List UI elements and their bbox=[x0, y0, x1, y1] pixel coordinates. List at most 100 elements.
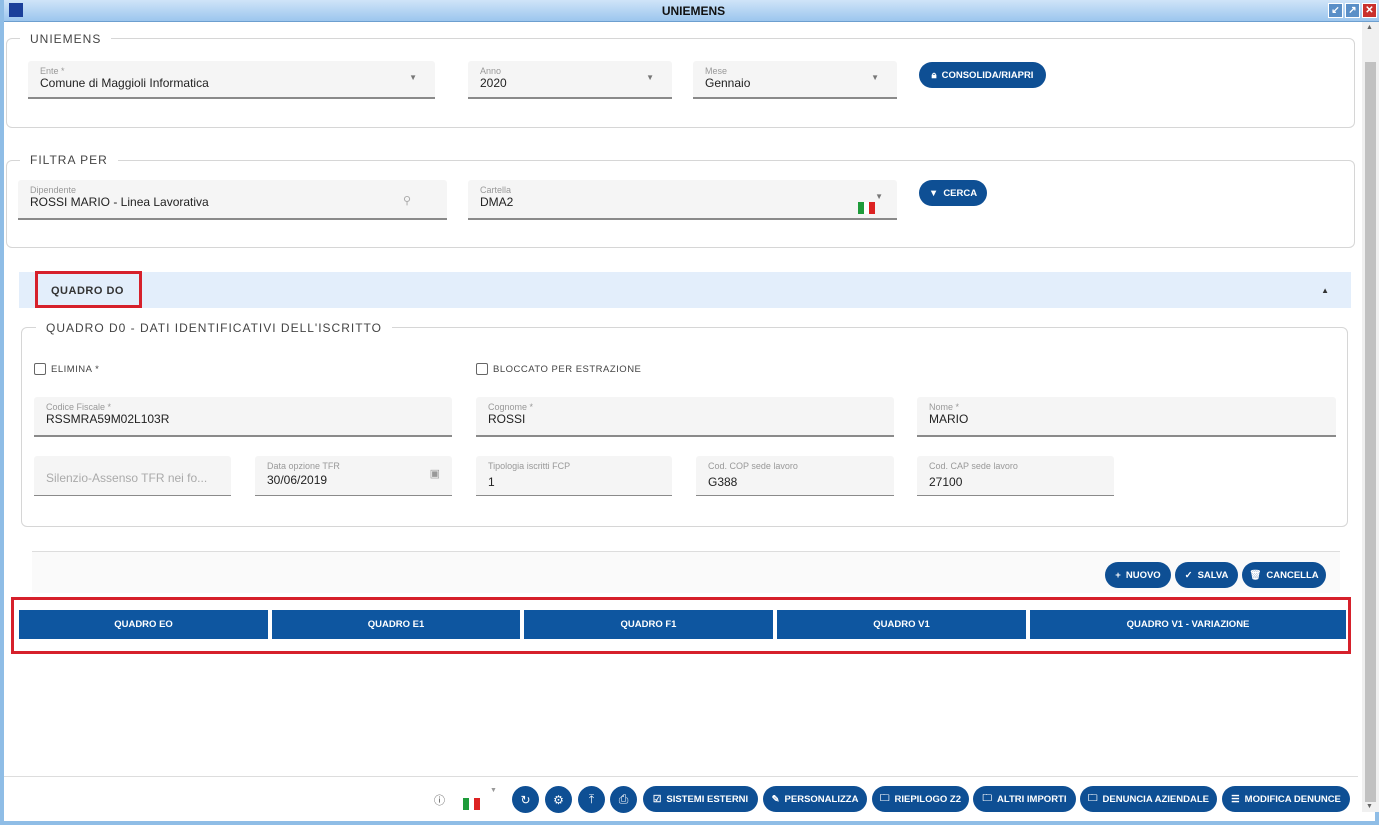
mese-value: Gennaio bbox=[705, 76, 751, 90]
modifica-denunce-button[interactable]: ☰ MODIFICA DENUNCE bbox=[1222, 786, 1350, 812]
maximize-icon[interactable]: ↗ bbox=[1345, 3, 1360, 18]
language-dropdown-icon[interactable]: ▼ bbox=[490, 787, 497, 794]
consolida-button[interactable]: 🔒︎ CONSOLIDA/RIAPRI bbox=[919, 62, 1046, 88]
checkbox-box[interactable] bbox=[476, 363, 488, 375]
upload-icon[interactable]: ⤒ bbox=[578, 786, 605, 813]
tab-quadro-eo[interactable]: QUADRO EO bbox=[19, 610, 268, 639]
ente-select[interactable]: Ente * Comune di Maggioli Informatica ▼ bbox=[28, 61, 435, 99]
tab-quadro-v1[interactable]: QUADRO V1 bbox=[777, 610, 1026, 639]
italy-flag-icon bbox=[858, 201, 876, 219]
uniemens-section bbox=[6, 38, 1355, 128]
personalizza-button[interactable]: ✎ PERSONALIZZA bbox=[763, 786, 867, 812]
cod-cop-value: G388 bbox=[708, 475, 738, 489]
cartella-label: Cartella bbox=[480, 185, 512, 195]
quadro-d0-legend: QUADRO D0 - DATI IDENTIFICATIVI DELL'ISC… bbox=[36, 321, 392, 335]
nome-value: MARIO bbox=[929, 412, 969, 426]
calendar-icon[interactable]: ▣ bbox=[429, 468, 440, 480]
settings-icon[interactable]: ⚙ bbox=[545, 786, 572, 813]
cognome-label: Cognome * bbox=[488, 402, 534, 412]
highlight-box bbox=[35, 271, 142, 308]
check-icon: ✓ bbox=[1184, 569, 1193, 581]
data-opzione-value: 30/06/2019 bbox=[267, 473, 328, 487]
dropdown-arrow-icon: ▼ bbox=[646, 73, 654, 82]
denuncia-aziendale-label: DENUNCIA AZIENDALE bbox=[1102, 793, 1209, 805]
bloccato-label: BLOCCATO PER ESTRAZIONE bbox=[493, 363, 642, 375]
bloccato-checkbox[interactable]: BLOCCATO PER ESTRAZIONE bbox=[476, 363, 641, 375]
collapse-arrow-icon[interactable]: ▲ bbox=[1321, 286, 1329, 295]
tipologia-label: Tipologia iscritti FCP bbox=[488, 461, 571, 471]
nuovo-button[interactable]: + NUOVO bbox=[1105, 562, 1171, 588]
altri-importi-button[interactable]: 🗀 ALTRI IMPORTI bbox=[973, 786, 1076, 812]
trash-icon: 🗑︎ bbox=[1249, 569, 1262, 581]
quadro-header[interactable]: QUADRO DO ▲ bbox=[19, 272, 1351, 308]
list-icon: ☰ bbox=[1231, 793, 1240, 805]
elimina-label: ELIMINA * bbox=[51, 363, 100, 375]
uniemens-legend: UNIEMENS bbox=[20, 32, 112, 46]
scroll-up-icon[interactable]: ▲ bbox=[1366, 24, 1373, 31]
riepilogo-z2-label: RIEPILOGO Z2 bbox=[894, 793, 962, 805]
app-icon bbox=[9, 3, 23, 17]
language-flag-icon[interactable] bbox=[463, 797, 481, 815]
cognome-field[interactable]: Cognome * ROSSI bbox=[476, 397, 894, 437]
close-icon[interactable]: ✕ bbox=[1362, 3, 1377, 18]
codice-fiscale-field[interactable]: Codice Fiscale * RSSMRA59M02L103R bbox=[34, 397, 452, 437]
dipendente-label: Dipendente bbox=[30, 185, 77, 195]
tab-quadro-e1[interactable]: QUADRO E1 bbox=[272, 610, 520, 639]
vertical-scrollbar[interactable]: ▲ ▼ bbox=[1362, 22, 1379, 812]
tipologia-value: 1 bbox=[488, 475, 495, 489]
salva-label: SALVA bbox=[1197, 569, 1229, 581]
tab-quadro-f1[interactable]: QUADRO F1 bbox=[524, 610, 773, 639]
silenzio-assenso-select[interactable]: Silenzio-Assenso TFR nei fo... bbox=[34, 456, 231, 496]
dropdown-arrow-icon: ▼ bbox=[875, 192, 883, 201]
cod-cop-field[interactable]: Cod. COP sede lavoro G388 bbox=[696, 456, 894, 496]
altri-importi-label: ALTRI IMPORTI bbox=[997, 793, 1067, 805]
scroll-down-icon[interactable]: ▼ bbox=[1366, 803, 1373, 810]
scrollbar-thumb[interactable] bbox=[1365, 62, 1376, 802]
nome-field[interactable]: Nome * MARIO bbox=[917, 397, 1336, 437]
dropdown-arrow-icon: ▼ bbox=[871, 73, 879, 82]
cartella-select[interactable]: Cartella DMA2 ▼ bbox=[468, 180, 897, 220]
minimize-icon[interactable]: ↙ bbox=[1328, 3, 1343, 18]
external-icon: ☑ bbox=[652, 793, 662, 805]
help-icon[interactable]: ⓘ bbox=[434, 795, 445, 807]
title-bar: UNIEMENS ↙ ↗ ✕ bbox=[4, 0, 1379, 22]
highlight-box bbox=[11, 597, 1351, 654]
filter-icon: ▼ bbox=[928, 187, 939, 199]
salva-button[interactable]: ✓ SALVA bbox=[1175, 562, 1238, 588]
denuncia-aziendale-button[interactable]: 🗀 DENUNCIA AZIENDALE bbox=[1080, 786, 1217, 812]
data-opzione-label: Data opzione TFR bbox=[267, 461, 340, 471]
quadro-header-title: QUADRO DO bbox=[51, 285, 124, 297]
refresh-icon[interactable]: ↻ bbox=[512, 786, 539, 813]
elimina-checkbox[interactable]: ELIMINA * bbox=[34, 363, 99, 375]
tab-quadro-v1-variazione[interactable]: QUADRO V1 - VARIAZIONE bbox=[1030, 610, 1346, 639]
data-opzione-field[interactable]: Data opzione TFR 30/06/2019 ▣ bbox=[255, 456, 452, 496]
mese-select[interactable]: Mese Gennaio ▼ bbox=[693, 61, 897, 99]
cancella-label: CANCELLA bbox=[1266, 569, 1319, 581]
riepilogo-z2-button[interactable]: 🗀 RIEPILOGO Z2 bbox=[872, 786, 969, 812]
quadro-d0-section bbox=[21, 327, 1348, 527]
anno-value: 2020 bbox=[480, 76, 507, 90]
print-icon[interactable]: ⎙ bbox=[610, 786, 637, 813]
cognome-value: ROSSI bbox=[488, 412, 526, 426]
tipologia-field[interactable]: Tipologia iscritti FCP 1 bbox=[476, 456, 672, 496]
folder-icon: 🗀 bbox=[982, 793, 993, 804]
dipendente-field[interactable]: Dipendente ROSSI MARIO - Linea Lavorativ… bbox=[18, 180, 447, 220]
search-icon[interactable]: ⚲ bbox=[402, 195, 411, 207]
anno-label: Anno bbox=[480, 66, 502, 76]
codice-fiscale-value: RSSMRA59M02L103R bbox=[46, 412, 170, 426]
ente-value: Comune di Maggioli Informatica bbox=[40, 76, 209, 90]
cancella-button[interactable]: 🗑︎ CANCELLA bbox=[1242, 562, 1326, 588]
sistemi-esterni-button[interactable]: ☑ SISTEMI ESTERNI bbox=[643, 786, 758, 812]
lock-icon: 🔒︎ bbox=[931, 69, 937, 81]
folder-icon: 🗀 bbox=[1088, 793, 1098, 804]
anno-select[interactable]: Anno 2020 ▼ bbox=[468, 61, 672, 99]
nuovo-label: NUOVO bbox=[1125, 569, 1161, 581]
modifica-denunce-label: MODIFICA DENUNCE bbox=[1244, 793, 1341, 805]
cerca-button[interactable]: ▼ CERCA bbox=[919, 180, 987, 206]
checkbox-box[interactable] bbox=[34, 363, 46, 375]
mese-label: Mese bbox=[705, 66, 728, 76]
cerca-label: CERCA bbox=[943, 187, 978, 199]
cod-cap-field[interactable]: Cod. CAP sede lavoro 27100 bbox=[917, 456, 1114, 496]
filtra-legend: FILTRA PER bbox=[20, 153, 118, 167]
consolida-label: CONSOLIDA/RIAPRI bbox=[941, 69, 1034, 81]
